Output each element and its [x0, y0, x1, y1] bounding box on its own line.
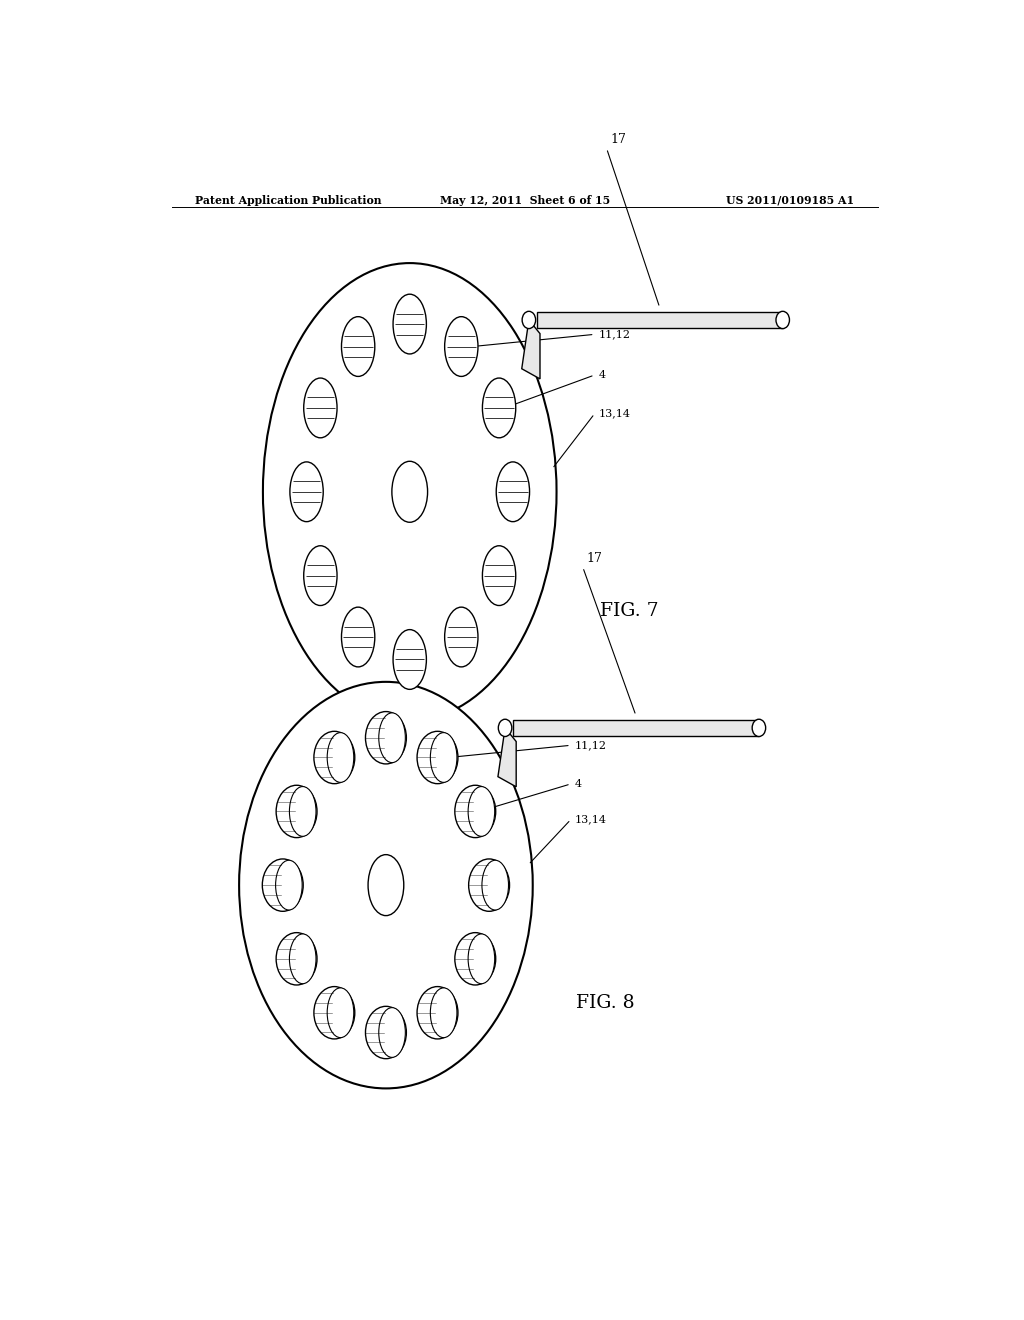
Ellipse shape — [290, 462, 324, 521]
Circle shape — [276, 785, 317, 838]
Text: 4: 4 — [574, 779, 582, 789]
Circle shape — [455, 933, 496, 985]
Circle shape — [366, 1006, 407, 1059]
Ellipse shape — [275, 861, 302, 909]
Text: 13,14: 13,14 — [574, 814, 607, 825]
Ellipse shape — [240, 682, 532, 1089]
Circle shape — [469, 859, 510, 911]
Ellipse shape — [468, 787, 495, 837]
Ellipse shape — [392, 461, 428, 523]
Circle shape — [314, 731, 354, 784]
Text: 17: 17 — [610, 133, 627, 147]
Text: May 12, 2011  Sheet 6 of 15: May 12, 2011 Sheet 6 of 15 — [439, 194, 610, 206]
Circle shape — [455, 785, 496, 838]
Ellipse shape — [482, 861, 509, 909]
Bar — [513, 719, 759, 737]
Text: FIG. 7: FIG. 7 — [600, 602, 658, 619]
Circle shape — [276, 933, 317, 985]
Ellipse shape — [393, 294, 426, 354]
Text: Patent Application Publication: Patent Application Publication — [196, 194, 382, 206]
Ellipse shape — [444, 607, 478, 667]
Ellipse shape — [304, 545, 337, 606]
Text: 11,12: 11,12 — [599, 330, 631, 339]
Ellipse shape — [368, 854, 403, 916]
Ellipse shape — [444, 317, 478, 376]
Text: 13,14: 13,14 — [599, 409, 631, 418]
Circle shape — [753, 719, 766, 737]
Ellipse shape — [263, 263, 557, 721]
Polygon shape — [498, 727, 516, 787]
Ellipse shape — [430, 733, 457, 783]
Circle shape — [366, 711, 407, 764]
Circle shape — [776, 312, 790, 329]
Circle shape — [522, 312, 536, 329]
Ellipse shape — [328, 987, 353, 1038]
Circle shape — [314, 986, 354, 1039]
Ellipse shape — [290, 935, 316, 983]
Ellipse shape — [393, 630, 426, 689]
Bar — [537, 312, 782, 329]
Text: 4: 4 — [599, 370, 606, 380]
Ellipse shape — [304, 378, 337, 438]
Ellipse shape — [430, 987, 457, 1038]
Circle shape — [499, 719, 512, 737]
Ellipse shape — [341, 317, 375, 376]
Ellipse shape — [468, 935, 495, 983]
Text: 17: 17 — [587, 552, 602, 565]
Text: US 2011/0109185 A1: US 2011/0109185 A1 — [726, 194, 854, 206]
Text: 11,12: 11,12 — [574, 741, 607, 750]
Circle shape — [262, 859, 303, 911]
Circle shape — [417, 986, 458, 1039]
Ellipse shape — [379, 713, 406, 763]
Ellipse shape — [482, 378, 516, 438]
Ellipse shape — [482, 545, 516, 606]
Ellipse shape — [328, 733, 353, 783]
Ellipse shape — [290, 787, 316, 837]
Ellipse shape — [497, 462, 529, 521]
Circle shape — [417, 731, 458, 784]
Ellipse shape — [341, 607, 375, 667]
Polygon shape — [522, 319, 540, 379]
Text: FIG. 8: FIG. 8 — [577, 994, 635, 1012]
Ellipse shape — [379, 1007, 406, 1057]
